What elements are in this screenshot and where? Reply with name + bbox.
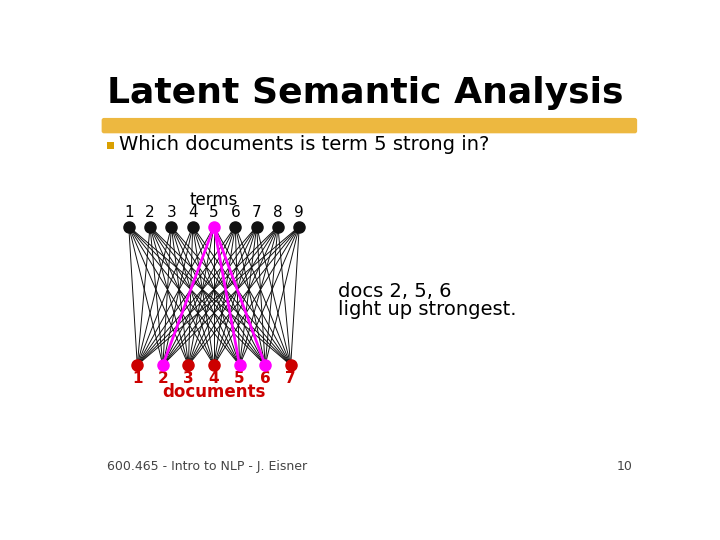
Text: 1: 1 <box>132 370 143 386</box>
Text: light up strongest.: light up strongest. <box>338 300 516 319</box>
Text: 3: 3 <box>166 205 176 220</box>
Text: 7: 7 <box>252 205 261 220</box>
Text: Which documents is term 5 strong in?: Which documents is term 5 strong in? <box>120 136 490 154</box>
Text: 5: 5 <box>210 205 219 220</box>
Bar <box>107 142 114 149</box>
Text: 7: 7 <box>285 370 296 386</box>
Text: 6: 6 <box>230 205 240 220</box>
FancyBboxPatch shape <box>102 118 637 133</box>
Text: 1: 1 <box>124 205 134 220</box>
Text: Latent Semantic Analysis: Latent Semantic Analysis <box>107 76 624 110</box>
Text: 600.465 - Intro to NLP - J. Eisner: 600.465 - Intro to NLP - J. Eisner <box>107 460 307 473</box>
Text: 2: 2 <box>145 205 155 220</box>
Text: 9: 9 <box>294 205 304 220</box>
Text: 3: 3 <box>183 370 194 386</box>
Text: documents: documents <box>162 383 266 401</box>
Text: 5: 5 <box>234 370 245 386</box>
Text: terms: terms <box>190 191 238 208</box>
Text: docs 2, 5, 6: docs 2, 5, 6 <box>338 282 451 301</box>
Text: 10: 10 <box>616 460 632 473</box>
Text: 6: 6 <box>260 370 271 386</box>
Text: 8: 8 <box>273 205 283 220</box>
Text: 2: 2 <box>158 370 168 386</box>
Text: 4: 4 <box>188 205 197 220</box>
Text: 4: 4 <box>209 370 220 386</box>
